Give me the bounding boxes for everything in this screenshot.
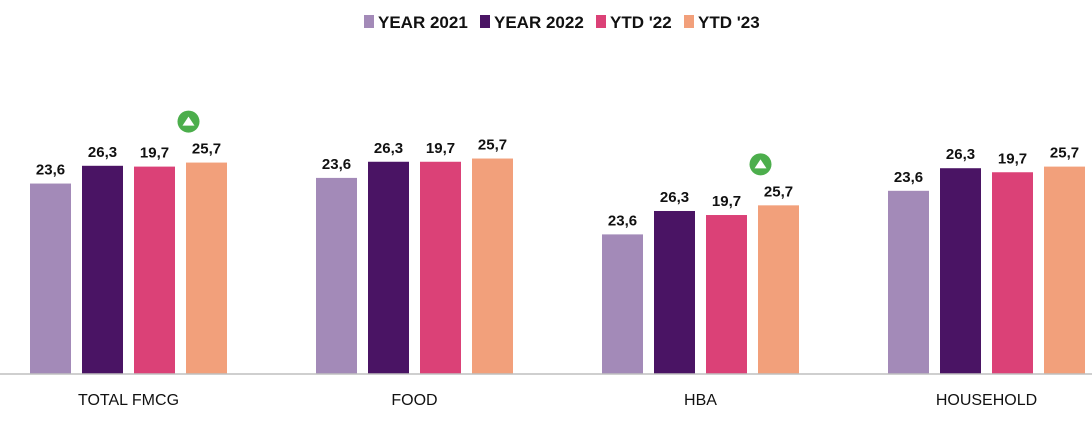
value-labels: 23,6 26,3 19,7 25,7 23,6 26,3 19,7 25,7 23,6 26,3… <box>36 137 1079 230</box>
data-label: 26,3 <box>660 189 689 206</box>
legend-swatch <box>596 15 606 28</box>
data-label: 25,7 <box>1050 145 1079 162</box>
bar <box>992 172 1033 374</box>
legend-item: YTD '22 <box>596 13 672 32</box>
bar <box>186 162 227 374</box>
legend: YEAR 2021 YEAR 2022 YTD '22 YTD '23 <box>364 13 760 32</box>
data-label: 26,3 <box>374 140 403 157</box>
bar <box>30 183 71 374</box>
legend-swatch <box>364 15 374 28</box>
data-label: 23,6 <box>322 156 351 173</box>
data-label: 25,7 <box>478 137 507 154</box>
data-label: 23,6 <box>894 169 923 186</box>
bar <box>368 161 409 374</box>
data-label: 25,7 <box>764 183 793 200</box>
legend-item: YEAR 2022 <box>480 13 584 32</box>
bar <box>134 166 175 374</box>
bar-series-group <box>30 158 1085 374</box>
category-tick-label: TOTAL FMCG <box>78 392 179 409</box>
data-label: 23,6 <box>608 212 637 229</box>
bar <box>316 177 357 374</box>
category-tick-label: HOUSEHOLD <box>936 392 1037 409</box>
bar <box>758 205 799 374</box>
trend-indicators <box>177 110 772 176</box>
bar <box>654 210 695 374</box>
bar <box>1044 166 1085 374</box>
data-label: 25,7 <box>192 141 221 158</box>
bar <box>602 234 643 374</box>
category-labels: TOTAL FMCG FOOD HBA HOUSEHOLD <box>78 392 1037 409</box>
data-label: 23,6 <box>36 162 65 179</box>
legend-swatch <box>684 15 694 28</box>
bar <box>472 158 513 374</box>
data-label: 19,7 <box>426 140 455 157</box>
legend-item: YTD '23 <box>684 13 760 32</box>
legend-swatch <box>480 15 490 28</box>
bar <box>888 190 929 374</box>
legend-label: YEAR 2021 <box>378 13 468 32</box>
up-arrow-icon <box>177 110 200 133</box>
data-label: 19,7 <box>712 193 741 210</box>
legend-item: YEAR 2021 <box>364 13 468 32</box>
bar <box>82 165 123 374</box>
data-label: 19,7 <box>140 145 169 162</box>
legend-label: YTD '22 <box>610 13 672 32</box>
legend-label: YEAR 2022 <box>494 13 584 32</box>
data-label: 26,3 <box>946 146 975 163</box>
category-tick-label: FOOD <box>391 392 437 409</box>
legend-label: YTD '23 <box>698 13 760 32</box>
data-label: 19,7 <box>998 150 1027 167</box>
bar <box>420 161 461 374</box>
up-arrow-icon <box>749 153 772 176</box>
bar <box>940 168 981 374</box>
bar <box>706 215 747 374</box>
category-tick-label: HBA <box>684 392 717 409</box>
data-label: 26,3 <box>88 144 117 161</box>
